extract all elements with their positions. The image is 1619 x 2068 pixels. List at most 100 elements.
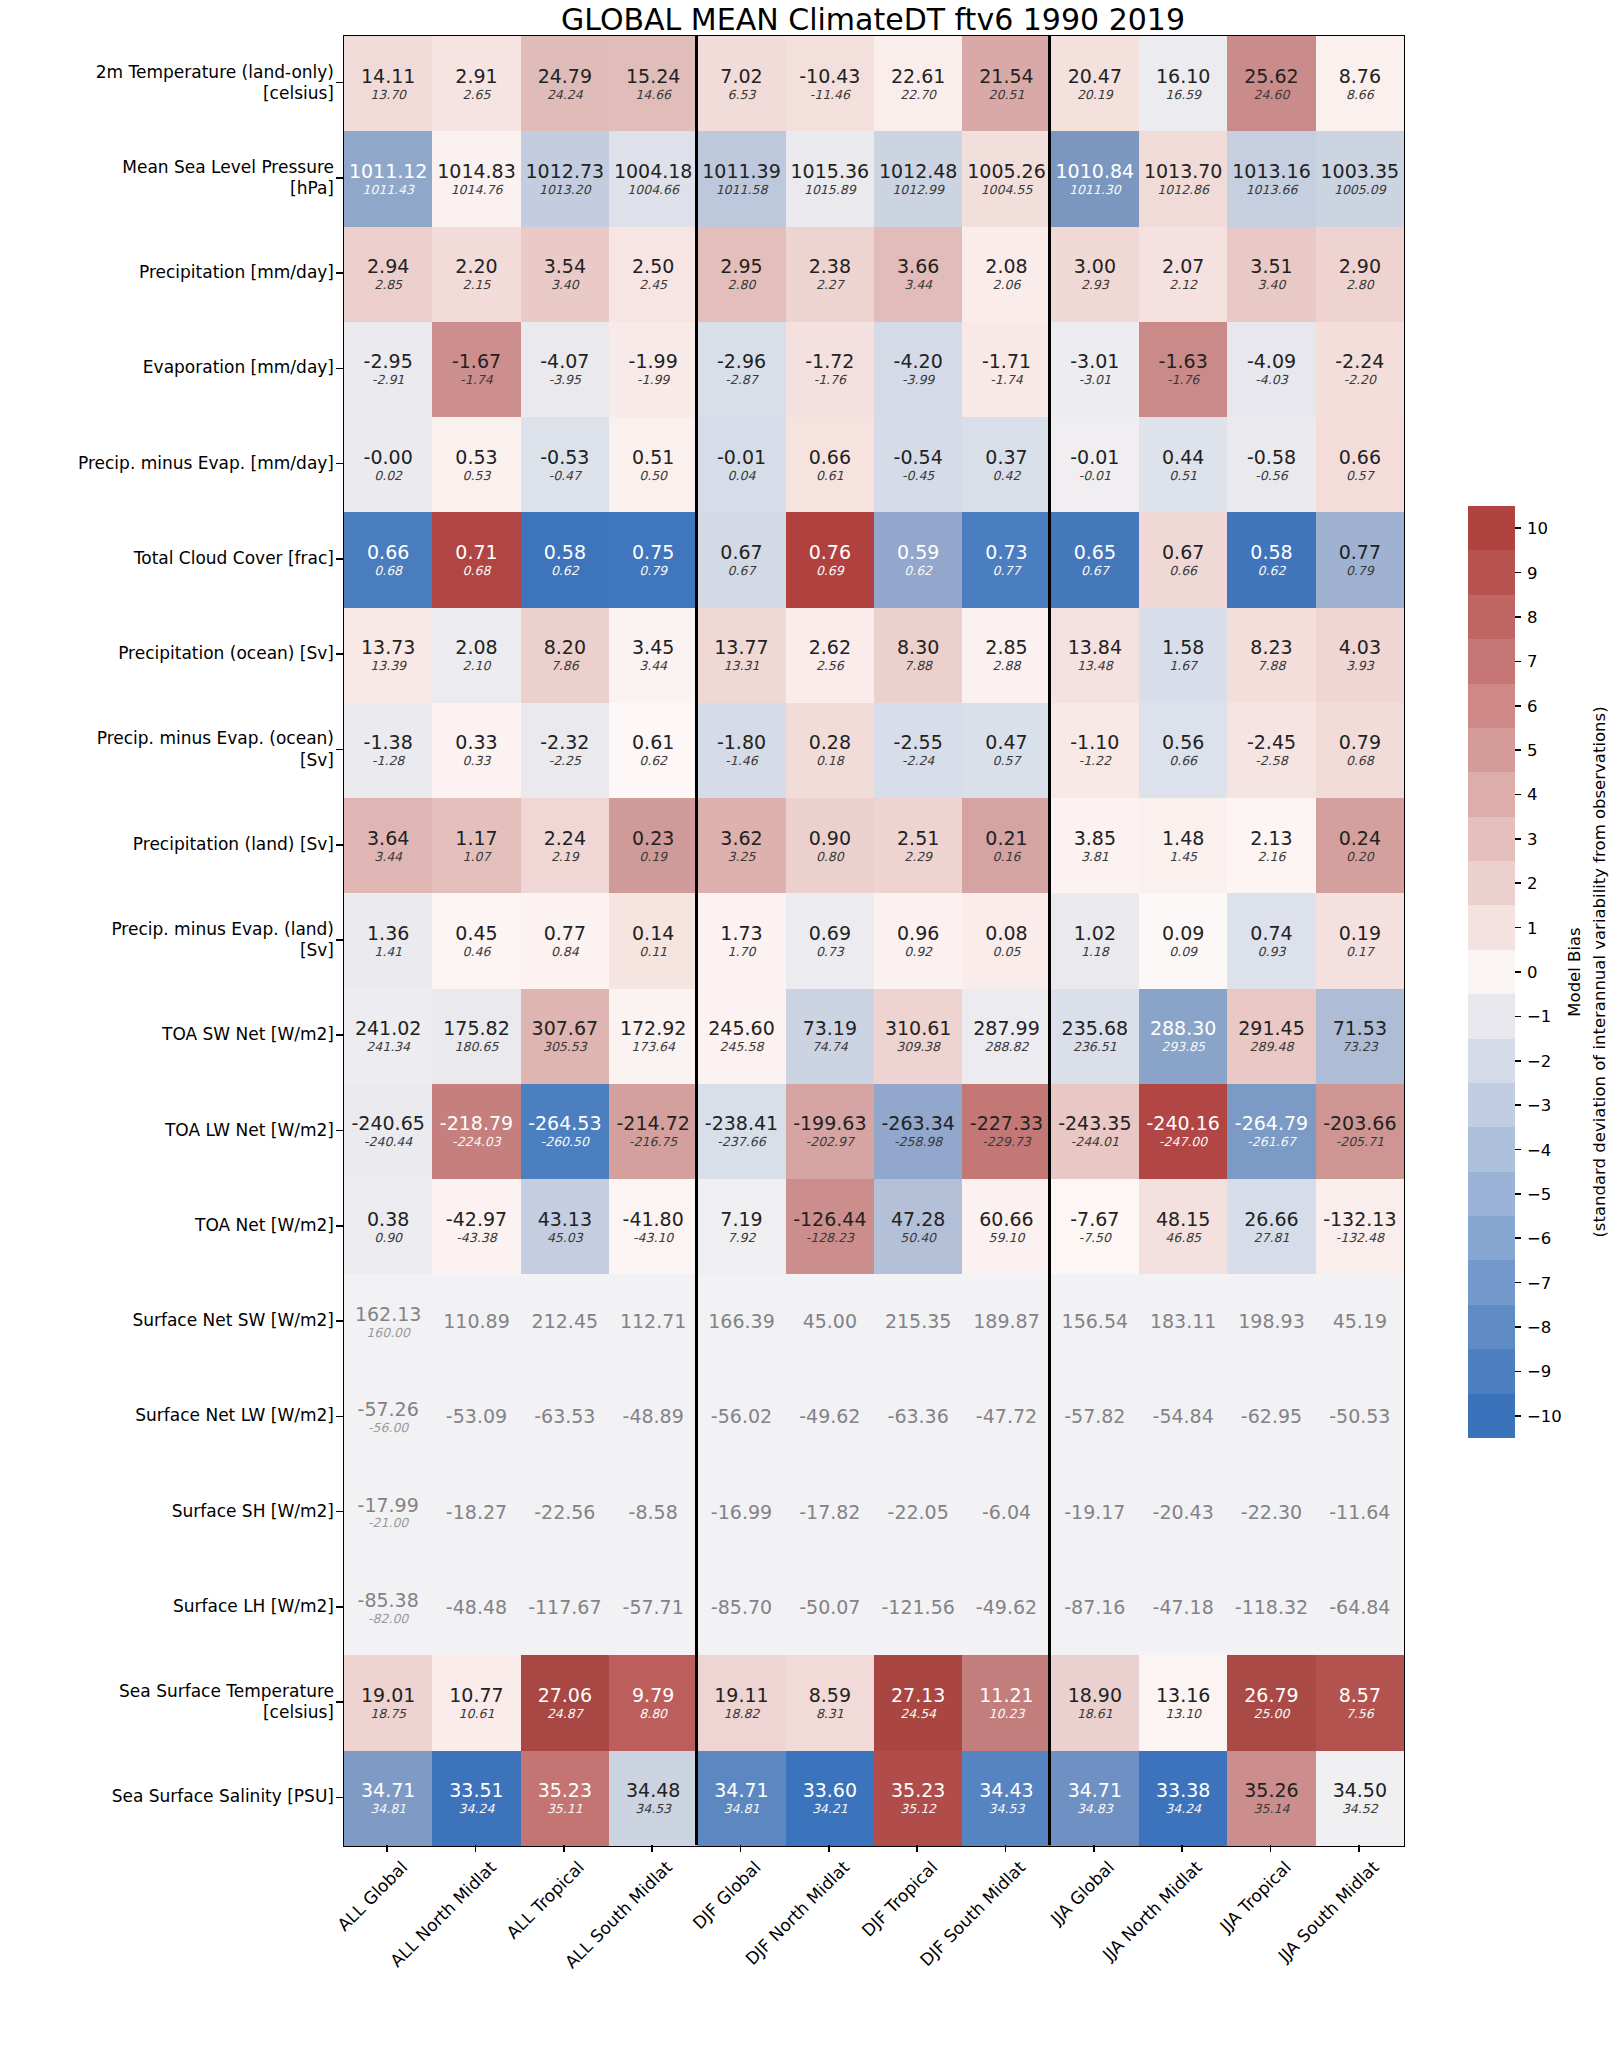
cell-observation-value: -2.87 xyxy=(725,373,757,386)
colorbar-tick-label: −2 xyxy=(1527,1051,1551,1070)
chart-title: GLOBAL MEAN ClimateDT ftv6 1990 2019 xyxy=(343,2,1403,37)
heatmap-cell: -2.55-2.24 xyxy=(874,703,962,798)
cell-observation-value: -2.24 xyxy=(902,754,934,767)
cell-model-value: -2.24 xyxy=(1335,352,1384,372)
heatmap-cell: 21.5420.51 xyxy=(962,36,1050,131)
cell-observation-value: -1.76 xyxy=(814,373,846,386)
cell-observation-value: -247.00 xyxy=(1159,1135,1207,1148)
cell-observation-value: -1.22 xyxy=(1079,754,1111,767)
cell-model-value: -0.01 xyxy=(1070,448,1119,468)
cell-model-value: 1014.83 xyxy=(437,162,516,182)
cell-model-value: 0.33 xyxy=(455,733,497,753)
heatmap-cell: 0.440.51 xyxy=(1139,417,1227,512)
cell-observation-value: -0.47 xyxy=(549,469,581,482)
cell-model-value: -0.00 xyxy=(364,448,413,468)
cell-observation-value: -21.00 xyxy=(368,1516,408,1529)
heatmap-cell: -0.53-0.47 xyxy=(521,417,609,512)
cell-model-value: 1012.48 xyxy=(879,162,958,182)
heatmap-cell: 26.6627.81 xyxy=(1227,1179,1315,1274)
cell-model-value: 0.71 xyxy=(455,543,497,563)
cell-observation-value: -258.98 xyxy=(894,1135,942,1148)
cell-model-value: -227.33 xyxy=(970,1114,1043,1134)
cell-observation-value: 0.19 xyxy=(639,850,667,863)
heatmap-cell: 8.237.88 xyxy=(1227,608,1315,703)
colorbar-segment xyxy=(1468,861,1515,905)
heatmap-cell: -2.24-2.20 xyxy=(1316,322,1404,417)
y-axis-row-label: Total Cloud Cover [frac] xyxy=(0,548,334,569)
cell-model-value: -243.35 xyxy=(1058,1114,1131,1134)
heatmap-cell: -1.80-1.46 xyxy=(697,703,785,798)
cell-observation-value: 0.33 xyxy=(463,754,491,767)
heatmap-cell: -57.82 xyxy=(1051,1370,1139,1465)
heatmap-cell: 1003.351005.09 xyxy=(1316,131,1404,226)
row-label-line: [hPa] xyxy=(0,178,334,199)
heatmap-cell: 288.30293.85 xyxy=(1139,989,1227,1084)
cell-observation-value: 2.27 xyxy=(816,278,844,291)
y-axis-row-label: TOA SW Net [W/m2] xyxy=(0,1025,334,1046)
heatmap-cell: -218.79-224.03 xyxy=(432,1084,520,1179)
cell-observation-value: 1012.86 xyxy=(1157,183,1209,196)
cell-observation-value: 13.70 xyxy=(370,88,406,101)
heatmap-cell: -87.16 xyxy=(1051,1560,1139,1655)
cell-observation-value: 7.86 xyxy=(551,659,579,672)
cell-observation-value: 0.57 xyxy=(993,754,1021,767)
colorbar-segment xyxy=(1468,728,1515,772)
y-axis-row-label: Precip. minus Evap. (land)[Sv] xyxy=(0,919,334,962)
heatmap-cell: -132.13-132.48 xyxy=(1316,1179,1404,1274)
heatmap-cell: 2.242.19 xyxy=(521,798,609,893)
cell-model-value: 33.51 xyxy=(449,1781,503,1801)
cell-observation-value: 0.84 xyxy=(551,945,579,958)
colorbar-tick xyxy=(1515,616,1521,618)
cell-observation-value: 24.24 xyxy=(547,88,583,101)
cell-observation-value: -11.46 xyxy=(810,88,850,101)
heatmap-cell: -48.48 xyxy=(432,1560,520,1655)
heatmap-cell: 291.45289.48 xyxy=(1227,989,1315,1084)
cell-observation-value: 309.38 xyxy=(896,1040,940,1053)
cell-observation-value: 35.12 xyxy=(900,1802,936,1815)
colorbar-label-line2: (standard deviation of interannual varia… xyxy=(1588,272,1613,1672)
row-label-line: Sea Surface Salinity [PSU] xyxy=(0,1787,334,1808)
row-label-line: Precipitation (land) [Sv] xyxy=(0,834,334,855)
cell-model-value: -22.56 xyxy=(534,1503,595,1523)
heatmap-cell: 25.6224.60 xyxy=(1227,36,1315,131)
cell-observation-value: 0.66 xyxy=(1169,754,1197,767)
heatmap-cell: 0.770.84 xyxy=(521,893,609,988)
cell-model-value: 0.90 xyxy=(809,829,851,849)
cell-model-value: 0.77 xyxy=(1339,543,1381,563)
cell-model-value: 0.19 xyxy=(1339,924,1381,944)
row-label-line: Surface Net LW [W/m2] xyxy=(0,1406,334,1427)
colorbar-segment xyxy=(1468,1083,1515,1127)
cell-model-value: 26.66 xyxy=(1244,1210,1298,1230)
heatmap-cell: 0.660.57 xyxy=(1316,417,1404,512)
cell-model-value: 8.20 xyxy=(544,638,586,658)
cell-observation-value: 0.92 xyxy=(904,945,932,958)
cell-observation-value: 2.56 xyxy=(816,659,844,672)
cell-observation-value: -3.01 xyxy=(1079,373,1111,386)
heatmap-cell: 166.39 xyxy=(697,1274,785,1369)
heatmap-cell: 0.330.33 xyxy=(432,703,520,798)
cell-observation-value: 7.56 xyxy=(1346,1707,1374,1720)
colorbar-tick-label: 10 xyxy=(1527,519,1548,538)
heatmap-cell: 7.026.53 xyxy=(697,36,785,131)
y-axis-row-label: TOA Net [W/m2] xyxy=(0,1215,334,1236)
cell-observation-value: 2.65 xyxy=(463,88,491,101)
cell-model-value: 310.61 xyxy=(885,1019,951,1039)
heatmap-cell: 1012.481012.99 xyxy=(874,131,962,226)
colorbar-tick-label: −5 xyxy=(1527,1184,1551,1203)
cell-model-value: 0.53 xyxy=(455,448,497,468)
heatmap-cell: 0.190.17 xyxy=(1316,893,1404,988)
colorbar-tick xyxy=(1515,1237,1521,1239)
cell-model-value: 215.35 xyxy=(885,1312,951,1332)
heatmap-cell: -7.67-7.50 xyxy=(1051,1179,1139,1274)
row-label-line: Precipitation [mm/day] xyxy=(0,263,334,284)
cell-model-value: -19.17 xyxy=(1064,1503,1125,1523)
cell-observation-value: -1.76 xyxy=(1167,373,1199,386)
y-axis-row-label: TOA LW Net [W/m2] xyxy=(0,1120,334,1141)
cell-model-value: -63.36 xyxy=(888,1407,949,1427)
heatmap-cell: -10.43-11.46 xyxy=(786,36,874,131)
cell-model-value: 1005.26 xyxy=(967,162,1046,182)
heatmap-cell: 162.13160.00 xyxy=(344,1274,432,1369)
heatmap-cell: 43.1345.03 xyxy=(521,1179,609,1274)
heatmap-cell: 1013.161013.66 xyxy=(1227,131,1315,226)
heatmap-cell: 1.481.45 xyxy=(1139,798,1227,893)
